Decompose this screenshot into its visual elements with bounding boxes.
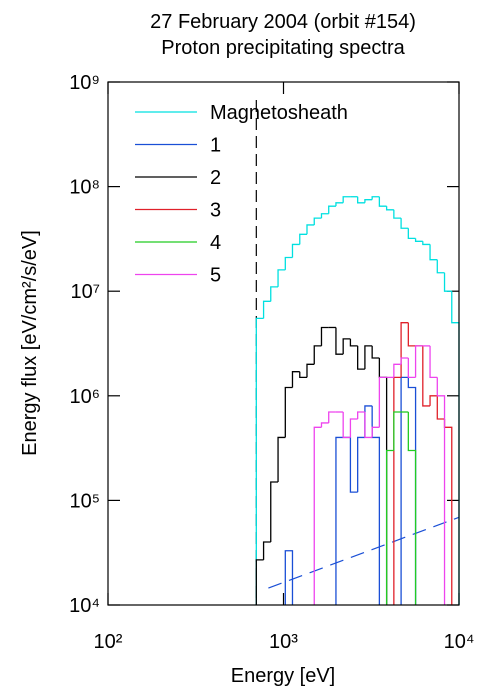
histogram-step xyxy=(284,550,294,605)
histogram-step xyxy=(277,436,286,482)
y-axis-label: Energy flux [eV/cm²/s/eV] xyxy=(19,230,41,456)
plot-frame xyxy=(107,81,460,606)
histogram-step xyxy=(313,426,322,605)
histogram-step xyxy=(357,436,365,493)
histogram-step xyxy=(320,213,329,219)
histogram-step xyxy=(364,345,373,370)
histogram-step xyxy=(335,327,344,355)
x-tick-label: 10⁴ xyxy=(444,631,475,653)
y-tick-label: 10⁶ xyxy=(70,386,100,408)
histogram-step xyxy=(313,345,322,365)
histogram-step xyxy=(255,317,264,605)
histogram-step xyxy=(407,322,416,347)
histogram-step xyxy=(320,326,329,346)
y-tick-label: 10⁷ xyxy=(71,281,100,303)
histogram-step xyxy=(299,371,307,379)
histogram-step xyxy=(291,371,300,388)
histogram-step xyxy=(422,345,431,407)
histogram-step xyxy=(378,196,387,207)
legend-label: 2 xyxy=(210,167,221,189)
histogram-step xyxy=(349,338,358,347)
histogram-step xyxy=(371,405,381,605)
histogram-step xyxy=(262,300,271,319)
histogram-step xyxy=(262,541,271,560)
legend-label: 4 xyxy=(210,232,221,254)
histogram-step xyxy=(255,559,264,605)
histogram-step xyxy=(443,419,453,605)
histogram-step xyxy=(429,345,438,379)
histogram-step xyxy=(407,412,417,605)
histogram-step xyxy=(436,377,446,605)
histogram-step xyxy=(436,259,445,274)
histogram-step xyxy=(378,357,388,605)
histogram-step xyxy=(407,228,416,240)
histogram-step xyxy=(429,395,438,406)
histogram-step xyxy=(378,376,387,428)
x-tick-label: 10³ xyxy=(269,631,298,653)
histogram-step xyxy=(270,286,279,302)
histogram-step xyxy=(328,205,336,214)
histogram-step xyxy=(364,412,373,439)
histogram-step xyxy=(342,412,351,439)
legend-label: 3 xyxy=(210,200,221,222)
histogram-step xyxy=(393,411,402,451)
histogram-step xyxy=(385,449,394,605)
histogram-step xyxy=(342,196,351,203)
histogram-step xyxy=(400,376,409,605)
histogram-step xyxy=(400,218,409,229)
histogram-step xyxy=(414,238,423,242)
histogram-step xyxy=(284,386,293,438)
histogram-step xyxy=(393,376,402,605)
histogram-step xyxy=(385,206,394,211)
y-tick-label: 10⁹ xyxy=(69,72,100,94)
histogram-step xyxy=(436,395,445,420)
histogram-step xyxy=(371,345,380,359)
histogram-step xyxy=(299,233,307,245)
histogram-step xyxy=(357,411,365,420)
histogram-step xyxy=(422,241,431,246)
histogram-step xyxy=(414,345,423,378)
x-axis-label: Energy [eV] xyxy=(231,665,336,687)
histogram-step xyxy=(443,272,452,292)
histogram-step xyxy=(364,199,373,203)
histogram-step xyxy=(407,357,416,379)
legend-label: 5 xyxy=(210,265,221,287)
histogram-step xyxy=(400,357,409,365)
chart-title: 27 February 2004 (orbit #154) xyxy=(150,11,416,33)
y-tick-label: 10⁴ xyxy=(69,595,100,617)
histogram-step xyxy=(407,377,417,605)
legend-label: 1 xyxy=(210,135,221,157)
histogram-step xyxy=(429,244,438,261)
histogram-step xyxy=(320,422,329,428)
histogram-step xyxy=(335,436,344,605)
histogram-step xyxy=(451,291,460,605)
y-tick-label: 10⁵ xyxy=(69,490,100,512)
x-tick-label: 10² xyxy=(94,631,123,653)
histogram-step xyxy=(335,202,344,207)
y-tick-label: 10⁸ xyxy=(69,177,100,199)
histogram-step xyxy=(371,426,380,438)
histogram-step xyxy=(371,196,380,200)
histogram-step xyxy=(277,269,286,287)
chart-subtitle: Proton precipitating spectra xyxy=(161,37,405,59)
histogram-step xyxy=(313,217,322,225)
histogram-step xyxy=(349,418,358,438)
histogram-step xyxy=(270,481,279,543)
histogram-step xyxy=(357,345,365,370)
histogram-step xyxy=(306,363,315,378)
histogram-step xyxy=(284,256,293,270)
histogram-step xyxy=(306,224,315,235)
histogram-step xyxy=(393,209,402,219)
histogram-step xyxy=(393,363,402,378)
histogram-step xyxy=(349,437,358,493)
histogram-step xyxy=(364,405,373,438)
reference-line xyxy=(268,516,460,589)
histogram-step xyxy=(357,196,365,204)
histogram-step xyxy=(328,411,336,423)
histogram-step xyxy=(400,322,409,378)
histogram-step xyxy=(291,243,300,258)
histogram-step xyxy=(342,338,351,355)
legend-label: Magnetosheath xyxy=(210,102,348,124)
